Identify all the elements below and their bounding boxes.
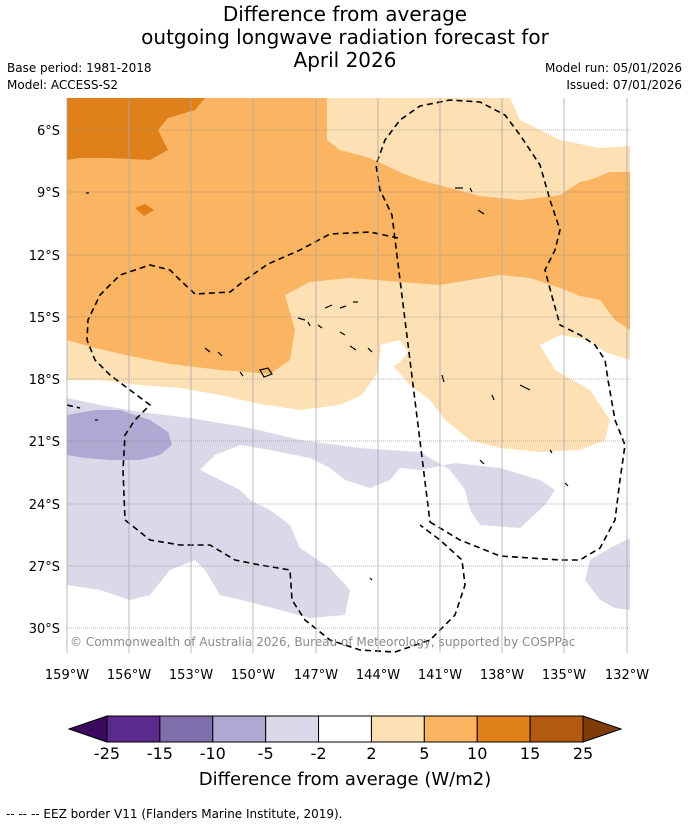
lat-label: 6°S [37, 124, 60, 139]
colorbar-over-arrow [582, 715, 623, 743]
eez-border-main [86, 99, 626, 653]
colorbar-under-arrow [67, 715, 108, 743]
region-2-5-main [67, 275, 630, 452]
region-2-5-north [327, 98, 630, 200]
colorbar-segment [159, 715, 214, 743]
meta-left: Base period: 1981-2018 Model: ACCESS-S2 [7, 60, 152, 94]
eez-border-minor [67, 404, 81, 409]
lon-label: 150°W [231, 668, 275, 683]
lat-label: 12°S [29, 249, 60, 264]
lat-label: 21°S [29, 435, 60, 450]
model-run: Model run: 05/01/2026 [544, 61, 682, 75]
lat-label: 27°S [29, 560, 60, 575]
colorbar-tick-label: -5 [257, 744, 274, 763]
colorbar-tick-label: -25 [93, 744, 121, 763]
region-5-10-east [590, 172, 630, 222]
region-10-15-patch [135, 204, 154, 216]
lat-label: 24°S [29, 498, 60, 513]
lon-label: 159°W [45, 668, 89, 683]
colorbar-segment [423, 715, 478, 743]
issued-date: Issued: 07/01/2026 [566, 78, 682, 92]
eez-legend-note: -- -- -- EEZ border V11 (Flanders Marine… [6, 807, 343, 821]
colorbar-segment [106, 715, 161, 743]
colorbar-tick-label: 2 [366, 744, 377, 763]
region-neg5-neg2-east [585, 538, 630, 610]
lon-label: 141°W [418, 668, 462, 683]
meta-right: Model run: 05/01/2026 Issued: 07/01/2026 [545, 60, 682, 94]
colorbar-tick-label: -10 [199, 744, 226, 763]
colorbar [67, 715, 623, 743]
map-plot-area [67, 98, 630, 653]
lon-label: 156°W [107, 668, 151, 683]
lon-label: 132°W [605, 668, 649, 683]
lat-label: 30°S [29, 622, 60, 637]
colorbar-segment [318, 715, 372, 743]
colorbar-segment [476, 715, 531, 743]
title-line-2: outgoing longwave radiation forecast for [141, 25, 549, 49]
colorbar-segment [370, 715, 425, 743]
copyright-notice: © Commonwealth of Australia 2026, Bureau… [70, 635, 575, 649]
islands [86, 187, 569, 581]
lat-label: 9°S [37, 186, 60, 201]
region-neg5-neg2-west [67, 398, 555, 618]
colorbar-segment [529, 715, 584, 743]
title-line-3: April 2026 [293, 48, 397, 72]
colorbar-segment [265, 715, 320, 743]
lon-label: 147°W [294, 668, 338, 683]
colorbar-segment [212, 715, 267, 743]
lon-label: 135°W [542, 668, 586, 683]
lat-label: 15°S [29, 311, 60, 326]
region-5-10 [67, 98, 630, 374]
colorbar-tick-label: 25 [572, 744, 594, 763]
colorbar-title: Difference from average (W/m2) [198, 769, 492, 790]
colorbar-tick-label: 5 [419, 744, 430, 763]
base-period: Base period: 1981-2018 [7, 61, 152, 75]
lon-label: 144°W [356, 668, 400, 683]
title-line-1: Difference from average [222, 2, 468, 26]
region-neutral-pocket [380, 340, 408, 368]
colorbar-tick-label: 10 [467, 744, 488, 763]
lon-label: 138°W [480, 668, 524, 683]
grid-meridians [66, 98, 628, 653]
colorbar-tick-label: -2 [310, 744, 327, 763]
model-name: Model: ACCESS-S2 [7, 78, 119, 92]
lat-label: 18°S [29, 373, 60, 388]
colorbar-tick-label: -15 [146, 744, 173, 763]
lon-label: 153°W [169, 668, 213, 683]
region-neg10-neg5 [67, 410, 172, 460]
region-10-15 [67, 98, 205, 160]
colorbar-tick-label: 15 [519, 744, 541, 763]
